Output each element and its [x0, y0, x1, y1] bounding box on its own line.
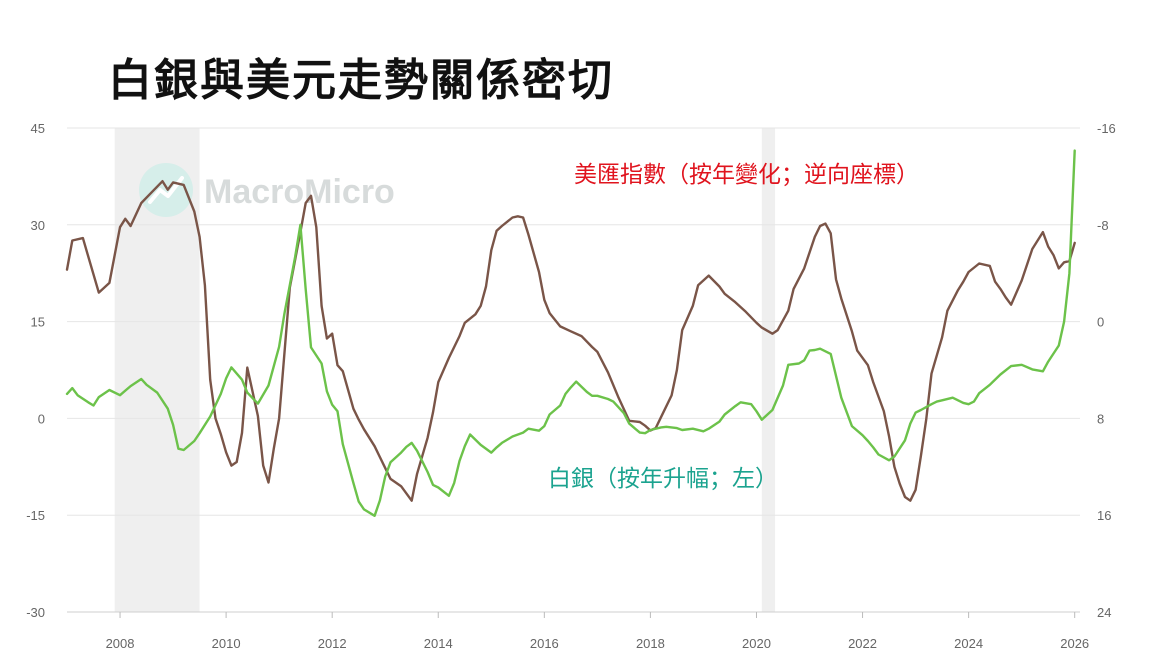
right-tick-label: -8 [1097, 218, 1109, 233]
right-tick-label: 24 [1097, 605, 1111, 620]
left-tick-label: -30 [26, 605, 45, 620]
grid-lines [67, 127, 1080, 613]
x-tick-label: 2026 [1060, 636, 1089, 651]
x-axis-ticks: 2008 2010 2012 2014 2016 2018 2020 2022 2024 2026 [106, 612, 1089, 651]
macromicro-logo-icon [139, 163, 193, 217]
usd-index-line [65, 179, 1076, 502]
left-tick-label: 45 [31, 121, 45, 136]
watermark-text: MacroMicro [204, 173, 395, 211]
silver-series-label: 白銀（按年升幅；左） [548, 466, 778, 492]
x-tick-label: 2016 [530, 636, 559, 651]
x-tick-label: 2008 [106, 636, 135, 651]
right-tick-label: 8 [1097, 411, 1104, 426]
x-tick-label: 2024 [954, 636, 983, 651]
logo-trend [148, 176, 184, 204]
usd-series-label: 美匯指數（按年變化；逆向座標） [574, 162, 919, 188]
left-tick-label: 15 [31, 315, 45, 330]
logo-circle [139, 163, 193, 217]
right-tick-label: 16 [1097, 508, 1111, 523]
x-tick-label: 2018 [636, 636, 665, 651]
x-tick-label: 2020 [742, 636, 771, 651]
left-tick-label: 30 [31, 218, 45, 233]
x-tick-label: 2010 [212, 636, 241, 651]
x-tick-label: 2012 [318, 636, 347, 651]
shaded-period [761, 128, 776, 612]
right-tick-label: -16 [1097, 121, 1116, 136]
left-tick-label: -15 [26, 508, 45, 523]
chart-title: 白銀與美元走勢關係密切 [108, 55, 614, 106]
left-axis-ticks: 45 30 15 0 -15 -30 [26, 121, 45, 620]
left-tick-label: 0 [38, 411, 45, 426]
x-tick-label: 2014 [424, 636, 453, 651]
right-tick-label: 0 [1097, 315, 1104, 330]
right-axis-ticks: -16 -8 0 8 16 24 [1097, 121, 1116, 620]
x-tick-label: 2022 [848, 636, 877, 651]
series-lines [65, 149, 1076, 517]
silver-line [65, 149, 1076, 517]
